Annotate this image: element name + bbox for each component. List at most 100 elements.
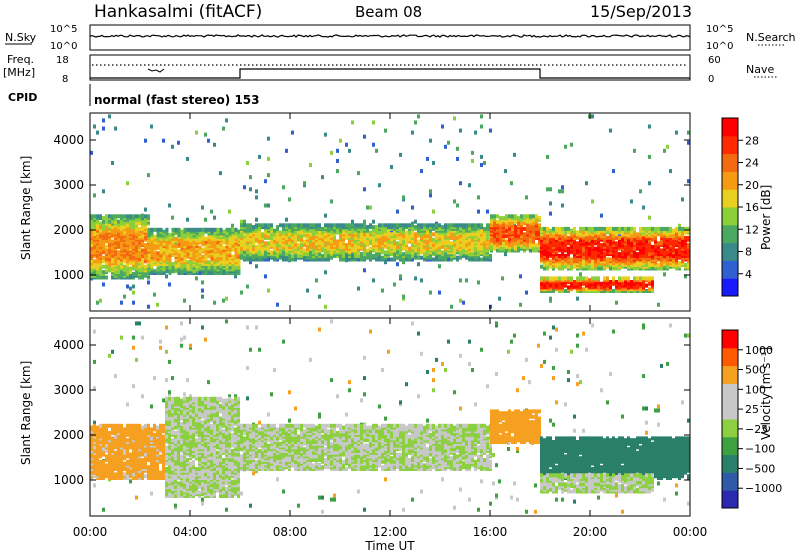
heatmap-cell (288, 390, 291, 395)
heatmap-cell (111, 349, 114, 354)
heatmap-cell (546, 250, 549, 255)
heatmap-cell (213, 254, 217, 259)
heatmap-cell (585, 347, 588, 352)
heatmap-cell (222, 238, 226, 243)
heatmap-cell (165, 325, 168, 330)
heatmap-cell (306, 235, 309, 240)
heatmap-cell (234, 247, 238, 252)
heatmap-cell (339, 253, 342, 258)
heatmap-cell (318, 495, 321, 500)
heatmap-cell (441, 124, 444, 129)
heatmap-cell (246, 244, 249, 249)
heatmap-cell (111, 436, 114, 441)
heatmap-cell (508, 243, 511, 248)
heatmap-cell (396, 255, 399, 260)
heatmap-cell (246, 234, 249, 239)
heatmap-cell (252, 237, 255, 242)
heatmap-cell (417, 394, 420, 399)
heatmap-cell (201, 280, 204, 285)
heatmap-cell (538, 216, 541, 221)
heatmap-cell (684, 244, 687, 249)
heatmap-cell (141, 257, 144, 262)
heatmap-cell (549, 187, 552, 192)
heatmap-cell (189, 260, 193, 265)
heatmap-cell (99, 225, 102, 230)
heatmap-cell (102, 459, 105, 464)
heatmap-cell (237, 229, 241, 234)
heatmap-cell (258, 154, 261, 159)
heatmap-cell (153, 256, 157, 261)
heatmap-cell (357, 171, 360, 176)
heatmap-cell (225, 256, 229, 261)
heatmap-cell (114, 126, 117, 131)
heatmap-cell (237, 254, 241, 259)
heatmap-cell (111, 214, 114, 219)
heatmap-cell (549, 298, 552, 303)
heatmap-cell (600, 281, 603, 286)
heatmap-cell (165, 227, 169, 232)
heatmap-cell (639, 287, 642, 292)
heatmap-cell (597, 495, 600, 500)
heatmap-cell (96, 225, 99, 230)
heatmap-cell (459, 487, 462, 492)
heatmap-cell (279, 223, 282, 228)
heatmap-cell (555, 241, 558, 246)
heatmap-cell (480, 223, 483, 228)
heatmap-cell (627, 255, 630, 260)
heatmap-cell (189, 227, 193, 232)
heatmap-cell (246, 284, 249, 289)
heatmap-cell (372, 219, 375, 224)
heatmap-cell (360, 237, 363, 242)
heatmap-cell (540, 226, 543, 231)
heatmap-cell (378, 223, 381, 228)
heatmap-cell (186, 217, 189, 222)
heatmap-cell (267, 156, 270, 161)
heatmap-cell (339, 138, 342, 143)
heatmap-cell (162, 138, 165, 143)
heatmap-cell (502, 241, 505, 246)
heatmap-cell (480, 154, 483, 159)
heatmap-cell (414, 219, 417, 224)
heatmap-cell (147, 304, 150, 309)
heatmap-cell (493, 246, 496, 251)
heatmap-cell (495, 463, 498, 468)
heatmap-cell (585, 248, 588, 253)
heatmap-cell (517, 228, 520, 233)
heatmap-cell (267, 241, 270, 246)
heatmap-cell (132, 214, 135, 219)
heatmap-cell (687, 179, 690, 184)
heatmap-cell (576, 230, 579, 235)
heatmap-cell (489, 501, 492, 506)
heatmap-cell (354, 248, 357, 253)
heatmap-cell (645, 430, 648, 435)
heatmap-cell (258, 252, 261, 257)
heatmap-cell (561, 241, 564, 246)
heatmap-cell (493, 237, 496, 242)
heatmap-cell (321, 246, 324, 251)
heatmap-cell (288, 223, 291, 228)
heatmap-cell (516, 446, 519, 451)
heatmap-cell (105, 214, 108, 219)
heatmap-cell (99, 449, 102, 453)
heatmap-cell (639, 241, 642, 246)
heatmap-cell (156, 245, 160, 250)
heatmap-cell (225, 260, 229, 265)
heatmap-cell (396, 241, 399, 246)
heatmap-cell (486, 223, 489, 228)
heatmap-cell (399, 244, 402, 249)
heatmap-cell (306, 223, 309, 228)
heatmap-cell (225, 227, 229, 232)
heatmap-cell (441, 255, 444, 260)
heatmap-cell (210, 209, 213, 214)
heatmap-cell (681, 259, 684, 264)
heatmap-cell (135, 357, 138, 362)
heatmap-cell (102, 255, 105, 260)
heatmap-cell (114, 257, 117, 262)
heatmap-cell (654, 252, 657, 257)
heatmap-cell (117, 219, 120, 224)
heatmap-cell (514, 225, 517, 230)
heatmap-cell (144, 259, 147, 264)
heatmap-cell (261, 250, 264, 255)
heatmap-cell (252, 225, 255, 230)
heatmap-cell (321, 253, 324, 258)
